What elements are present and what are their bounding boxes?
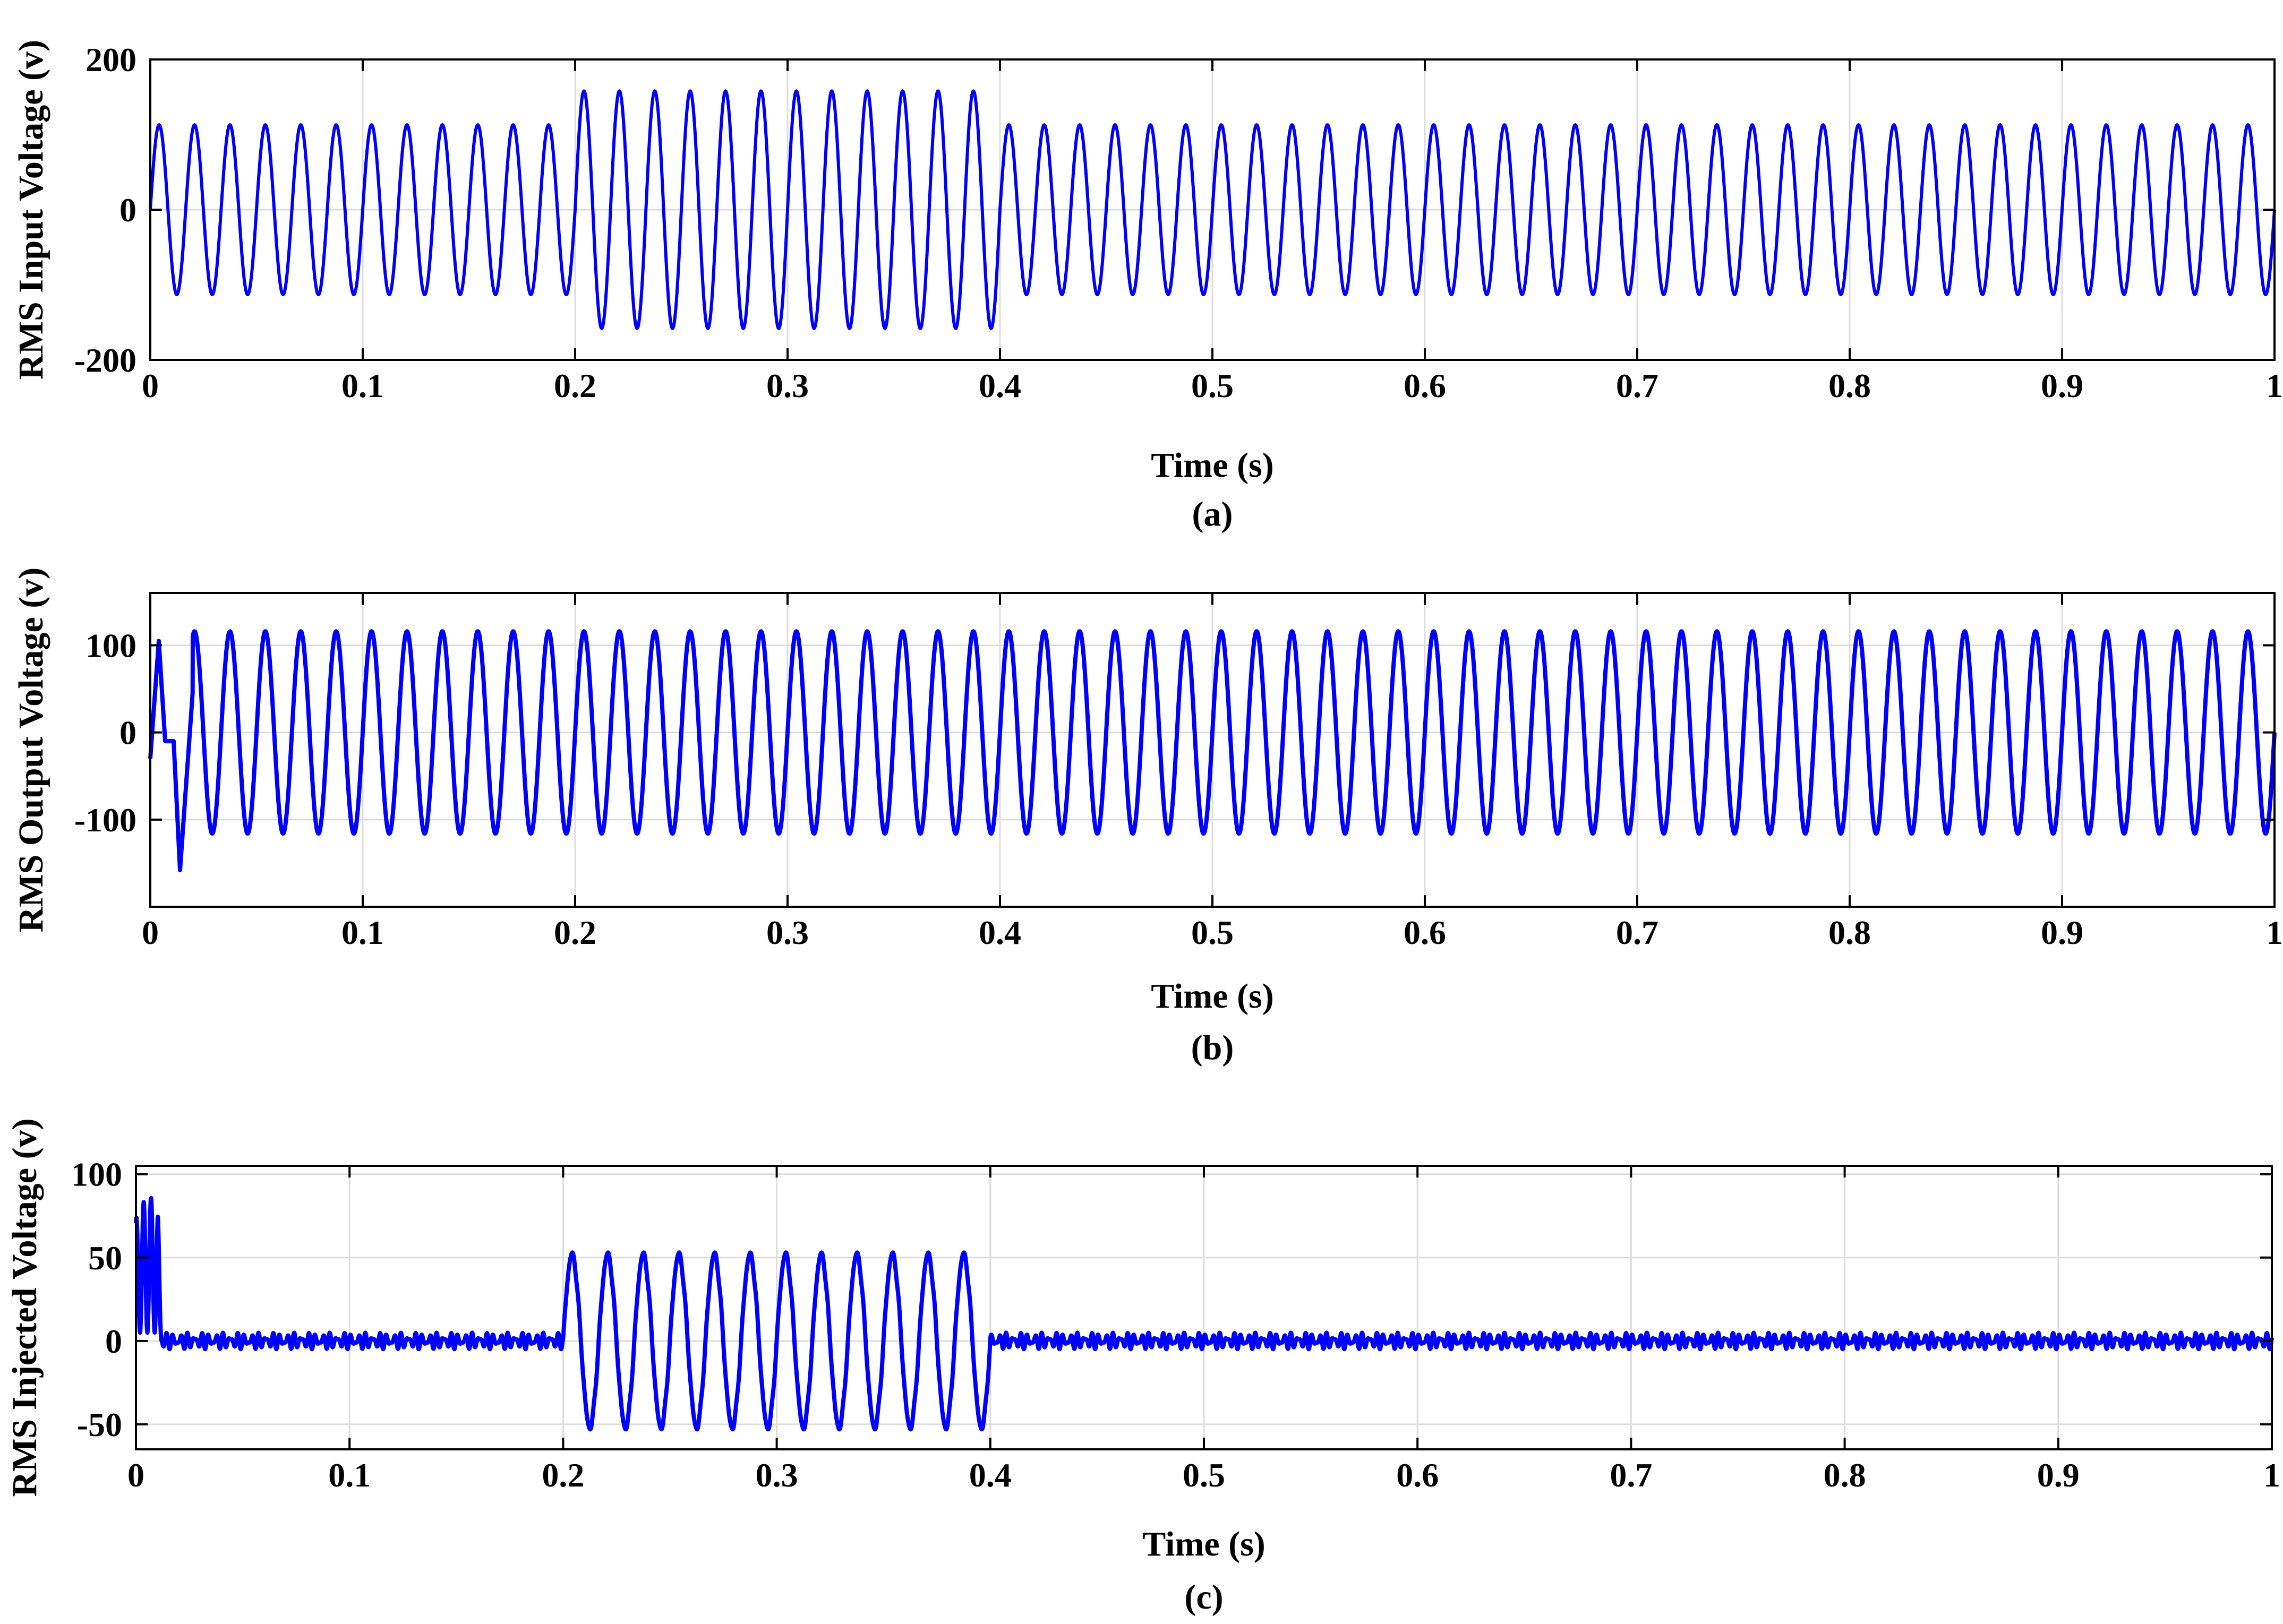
x-tick-label: 0.1 — [341, 914, 384, 951]
x-tick-label: 0.2 — [554, 367, 596, 405]
x-tick-label: 0 — [142, 914, 159, 951]
x-tick-label: 0.4 — [969, 1456, 1012, 1494]
x-tick-label: 0 — [142, 367, 159, 405]
chart-3: 0 0.1 0.2 0.3 0.4 0.5 0.6 0.7 0.8 0.9 1-50050100Ti… — [5, 1118, 2280, 1617]
y-tick-label: 100 — [71, 1156, 122, 1193]
x-axis-label: Time (s) — [1151, 977, 1274, 1016]
x-axis-label: Time (s) — [1151, 446, 1274, 485]
signal-line — [134, 1196, 2274, 1432]
x-axis-label: Time (s) — [1142, 1525, 1266, 1563]
signal-line — [149, 89, 2276, 330]
x-tick-label: 0.9 — [2041, 367, 2083, 405]
chart-1: 0 0.1 0.2 0.3 0.4 0.5 0.6 0.7 0.8 0.9 1-2000200Tim… — [12, 40, 2283, 534]
y-tick-label: 0 — [105, 1322, 122, 1360]
y-tick-label: -50 — [77, 1406, 122, 1443]
y-axis-label: RMS Input Voltage (v) — [12, 40, 50, 380]
y-axis-label: RMS Output Voltage (v) — [12, 568, 50, 933]
x-tick-label: 0.2 — [554, 914, 596, 951]
x-tick-label: 0.1 — [341, 367, 384, 405]
x-tick-label: 0.4 — [979, 367, 1021, 405]
x-tick-label: 0.8 — [1824, 1456, 1866, 1494]
x-tick-label: 0 — [127, 1456, 144, 1494]
x-tick-label: 0.5 — [1191, 367, 1234, 405]
y-tick-label: -200 — [74, 341, 136, 379]
y-tick-label: 0 — [119, 714, 136, 752]
x-tick-label: 0.7 — [1616, 914, 1658, 951]
x-tick-label: 1 — [2266, 367, 2283, 405]
x-tick-label: 0.7 — [1616, 367, 1658, 405]
x-tick-label: 0.8 — [1828, 367, 1871, 405]
y-tick-label: 0 — [119, 191, 136, 229]
y-axis-label: RMS Injected Voltage (v) — [5, 1118, 44, 1497]
chart-caption: (c) — [1184, 1578, 1223, 1617]
x-tick-label: 0.6 — [1396, 1456, 1439, 1494]
x-tick-label: 1 — [2266, 914, 2283, 951]
x-tick-label: 0.7 — [1610, 1456, 1652, 1494]
x-tick-label: 0.9 — [2041, 914, 2083, 951]
x-tick-label: 0.6 — [1404, 367, 1446, 405]
x-tick-label: 0.5 — [1191, 914, 1234, 951]
x-tick-label: 0.1 — [328, 1456, 371, 1494]
x-tick-label: 0.5 — [1183, 1456, 1225, 1494]
x-tick-label: 0.6 — [1404, 914, 1446, 951]
x-tick-label: 0.4 — [979, 914, 1021, 951]
x-tick-label: 0.3 — [766, 914, 809, 951]
x-tick-label: 0.9 — [2037, 1456, 2080, 1494]
x-tick-label: 0.3 — [756, 1456, 798, 1494]
chart-caption: (a) — [1192, 495, 1233, 534]
chart-caption: (b) — [1191, 1028, 1234, 1067]
x-tick-label: 0.2 — [542, 1456, 584, 1494]
x-tick-label: 0.8 — [1828, 914, 1871, 951]
x-tick-label: 0.3 — [766, 367, 809, 405]
y-tick-label: 100 — [85, 627, 136, 665]
y-tick-label: 50 — [88, 1239, 122, 1277]
x-tick-label: 1 — [2263, 1456, 2280, 1494]
y-tick-label: -100 — [74, 801, 136, 839]
y-tick-label: 200 — [85, 41, 136, 79]
chart-2: 0 0.1 0.2 0.3 0.4 0.5 0.6 0.7 0.8 0.9 1 -100 0 100 Tim… — [12, 568, 2283, 1067]
signal-line — [148, 629, 2277, 872]
